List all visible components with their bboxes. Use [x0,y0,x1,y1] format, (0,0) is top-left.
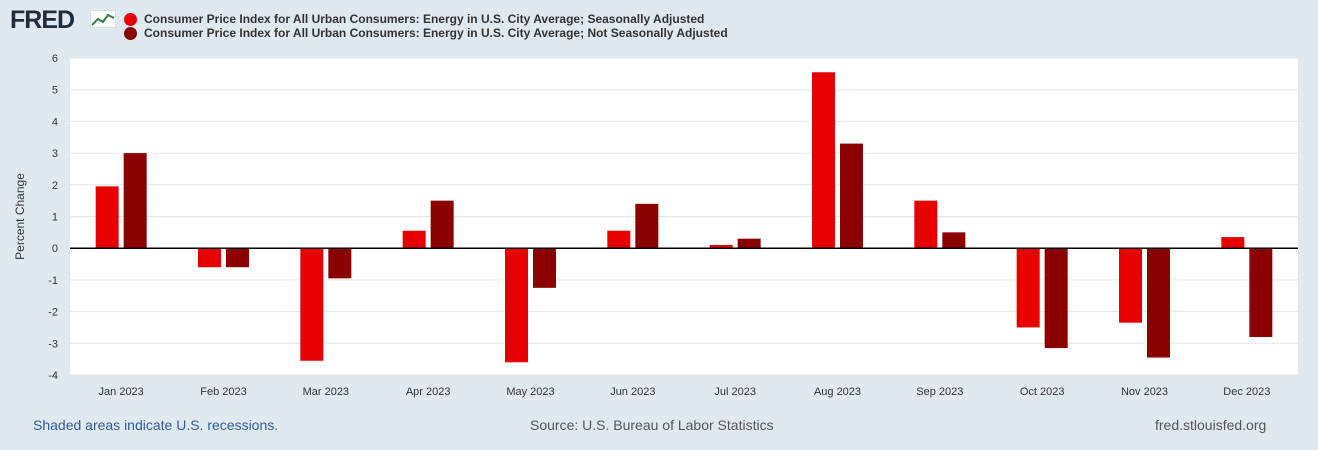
x-tick-label: Oct 2023 [1020,386,1065,398]
y-tick-label: 1 [52,212,58,224]
bar-nsa-11[interactable] [1249,248,1273,337]
source-text: Source: U.S. Bureau of Labor Statistics [530,417,774,433]
bar-nsa-10[interactable] [1147,248,1170,358]
legend-item-seasonally-adjusted[interactable]: Consumer Price Index for All Urban Consu… [124,12,728,26]
chart-legend: Consumer Price Index for All Urban Consu… [124,12,728,40]
x-tick-label: Dec 2023 [1223,386,1270,398]
bar-sa-7[interactable] [812,72,835,249]
bar-chart: 6 5 4 3 2 1 0 -1 -2 -3 -4 Jan 2023 Feb 2023 Mar 2023 A… [13,53,1298,398]
x-tick-label: May 2023 [506,386,554,398]
recession-note-link[interactable]: Shaded areas indicate U.S. recessions. [33,417,279,433]
legend-item-not-seasonally-adjusted[interactable]: Consumer Price Index for All Urban Consu… [124,26,728,40]
y-tick-label: 2 [52,180,58,192]
bar-nsa-0[interactable] [123,153,147,249]
bar-nsa-5[interactable] [635,203,659,249]
bar-sa-11[interactable] [1221,237,1245,249]
bar-sa-4[interactable] [505,248,528,363]
line-chart-icon [90,10,116,28]
bar-nsa-1[interactable] [226,248,249,268]
x-tick-label: Jan 2023 [99,386,144,398]
x-tick-label: Mar 2023 [303,386,349,398]
y-tick-label: 5 [52,85,58,97]
bar-sa-6[interactable] [709,245,733,249]
bar-sa-10[interactable] [1119,248,1142,323]
y-tick-label: -3 [48,338,58,350]
bar-nsa-8[interactable] [942,232,966,249]
x-tick-label: Jun 2023 [610,386,655,398]
bar-sa-8[interactable] [914,200,938,249]
bar-sa-3[interactable] [402,230,426,249]
y-tick-label: -1 [48,275,58,287]
x-tick-label: Aug 2023 [814,386,861,398]
y-tick-label: 3 [52,148,58,160]
bar-sa-9[interactable] [1016,248,1040,328]
fred-logo[interactable]: FRED [10,6,75,34]
x-tick-label: Nov 2023 [1121,386,1168,398]
site-link[interactable]: fred.stlouisfed.org [1155,417,1267,433]
bar-nsa-2[interactable] [328,248,352,279]
bar-nsa-9[interactable] [1044,248,1068,349]
bar-sa-2[interactable] [300,248,324,361]
x-tick-label: Feb 2023 [200,386,246,398]
bar-sa-1[interactable] [198,248,221,268]
bar-sa-0[interactable] [95,186,119,249]
legend-swatch-darkred [124,26,137,40]
y-axis-label: Percent Change [13,173,27,260]
bar-nsa-4[interactable] [533,248,556,288]
legend-label-sa: Consumer Price Index for All Urban Consu… [144,12,705,26]
bar-nsa-6[interactable] [737,238,761,249]
x-tick-label: Sep 2023 [916,386,963,398]
bar-nsa-3[interactable] [430,200,454,249]
y-tick-label: -4 [48,370,58,382]
x-tick-label: Jul 2023 [714,386,756,398]
bar-sa-5[interactable] [607,230,631,249]
legend-swatch-red [124,12,137,26]
legend-label-nsa: Consumer Price Index for All Urban Consu… [144,26,728,40]
y-tick-label: 0 [52,243,58,255]
bar-nsa-7[interactable] [840,143,863,249]
x-tick-label: Apr 2023 [406,386,451,398]
y-tick-label: -2 [48,307,58,319]
y-tick-label: 6 [52,53,58,65]
y-tick-label: 4 [52,116,58,128]
